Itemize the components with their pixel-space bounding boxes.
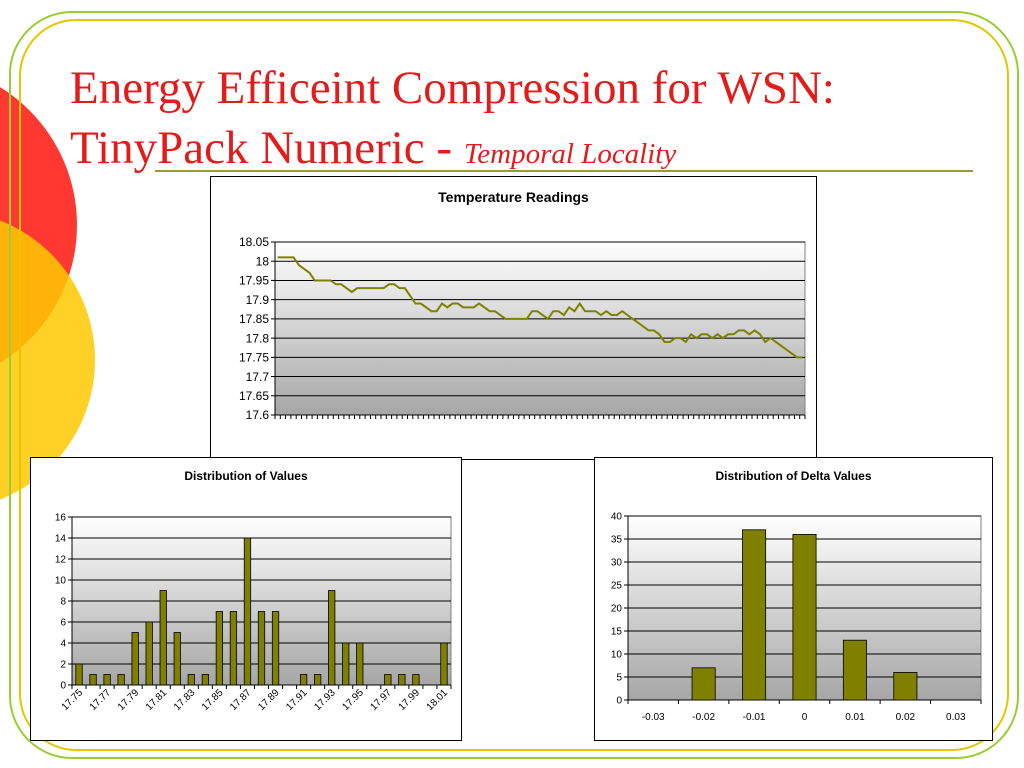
bar [75, 663, 83, 686]
bar [229, 611, 238, 686]
bar [89, 674, 97, 686]
y-tick-label: 10 [611, 650, 623, 661]
x-tick-label: 0.01 [845, 712, 865, 723]
y-tick-label: 12 [55, 555, 67, 566]
x-tick-label: 17.91 [284, 687, 310, 713]
y-tick-label: 17.9 [246, 293, 270, 307]
bar [842, 639, 867, 701]
bar [145, 621, 153, 686]
bar [792, 534, 817, 701]
y-tick-label: 15 [611, 627, 623, 638]
x-tick-label: -0.03 [642, 712, 665, 723]
y-tick-label: 17.8 [246, 331, 270, 345]
x-tick-label: -0.01 [743, 712, 766, 723]
bar [342, 642, 350, 686]
x-tick-label: 18.01 [425, 687, 451, 713]
y-tick-label: 16 [55, 513, 67, 524]
y-tick-label: 8 [60, 597, 66, 608]
title-underline [155, 170, 973, 172]
x-tick-label: 0.03 [946, 712, 966, 723]
yellow-circle-decoration [0, 220, 95, 500]
y-tick-label: 17.75 [239, 351, 269, 365]
slide-title-line2: TinyPack Numeric - [70, 122, 464, 174]
bar [299, 674, 308, 686]
y-tick-label: 20 [611, 604, 623, 615]
temperature-chart: Temperature Readings 17.6 17.65 17.7 17.75 1… [210, 176, 817, 460]
bar [440, 642, 448, 686]
y-tick-label: 6 [60, 618, 66, 629]
x-tick-label: 17.81 [144, 687, 170, 713]
y-tick-label: 0 [616, 696, 622, 707]
inner-frame [19, 19, 1009, 751]
y-tick-label: 30 [611, 558, 623, 569]
temperature-series-line [277, 256, 803, 359]
bar [243, 537, 252, 686]
y-tick-label: 4 [60, 639, 66, 650]
x-tick-label: 17.93 [312, 687, 338, 713]
y-tick-label: 35 [611, 535, 623, 546]
bar [271, 611, 280, 686]
bar [117, 674, 125, 686]
bar [384, 674, 392, 686]
y-tick-label: 10 [55, 576, 67, 587]
bar [742, 529, 767, 701]
slide-title: Energy Efficeint Compression for WSN: Tin… [70, 58, 835, 184]
y-tick-label: 17.85 [239, 312, 269, 326]
x-tick-label: 17.97 [368, 687, 394, 713]
y-tick-label: 17.6 [246, 408, 270, 422]
bar [103, 674, 111, 686]
delta-distribution-chart: Distribution of Delta Values 0 5 10 15 20 25 3… [594, 457, 993, 741]
x-tick-label: 17.99 [397, 687, 423, 713]
bar [356, 642, 364, 686]
bar [691, 667, 716, 701]
slide-title-line1: Energy Efficeint Compression for WSN: [70, 62, 835, 114]
x-tick-label: 17.77 [88, 687, 114, 713]
bar [314, 674, 322, 686]
y-tick-label: 25 [611, 581, 623, 592]
y-tick-label: 18.05 [239, 235, 269, 249]
y-tick-label: 40 [611, 512, 623, 523]
y-tick-label: 14 [55, 534, 67, 545]
y-tick-label: 18 [256, 254, 270, 268]
y-tick-label: 0 [60, 681, 66, 692]
chart-title: Distribution of Delta Values [715, 469, 872, 483]
y-tick-label: 17.65 [239, 389, 269, 403]
x-tick-label: 17.87 [228, 687, 254, 713]
outer-frame [9, 11, 1019, 759]
bar [201, 674, 209, 686]
plot-area [274, 241, 806, 416]
bar [215, 611, 224, 686]
bar [328, 590, 336, 686]
x-tick-label: 0.02 [896, 712, 916, 723]
chart-title: Temperature Readings [438, 189, 589, 205]
x-tick-label: 17.95 [340, 687, 366, 713]
y-tick-label: 17.7 [246, 370, 270, 384]
bar [187, 674, 195, 686]
chart-title: Distribution of Values [184, 469, 308, 483]
x-tick-label: 0 [802, 712, 808, 723]
bar [893, 671, 918, 701]
bar [412, 674, 420, 686]
x-tick-label: -0.02 [692, 712, 715, 723]
bar [159, 590, 167, 686]
bar [398, 674, 406, 686]
bar [257, 611, 266, 686]
y-tick-label: 5 [616, 673, 622, 684]
x-tick-label: 17.79 [116, 687, 142, 713]
distribution-chart: Distribution of Values 0 2 4 6 8 10 12 14 16 17.7… [30, 457, 462, 741]
x-tick-label: 17.83 [172, 687, 198, 713]
slide-title-subtitle: Temporal Locality [463, 138, 677, 170]
bar [173, 632, 181, 686]
delta-chart-plot: 0 5 10 15 20 25 30 35 40 -0.03 -0.02 -0.01 0 0.01 0.02… [611, 512, 982, 723]
x-tick-label: 17.85 [200, 687, 226, 713]
y-tick-label: 2 [60, 660, 66, 671]
x-tick-label: 17.89 [256, 687, 282, 713]
y-tick-label: 17.95 [239, 274, 269, 288]
bar [131, 632, 139, 686]
temperature-chart-plot: 17.6 17.65 17.7 17.75 17.8 17.85 17.9 17.95 18 18… [239, 235, 806, 422]
